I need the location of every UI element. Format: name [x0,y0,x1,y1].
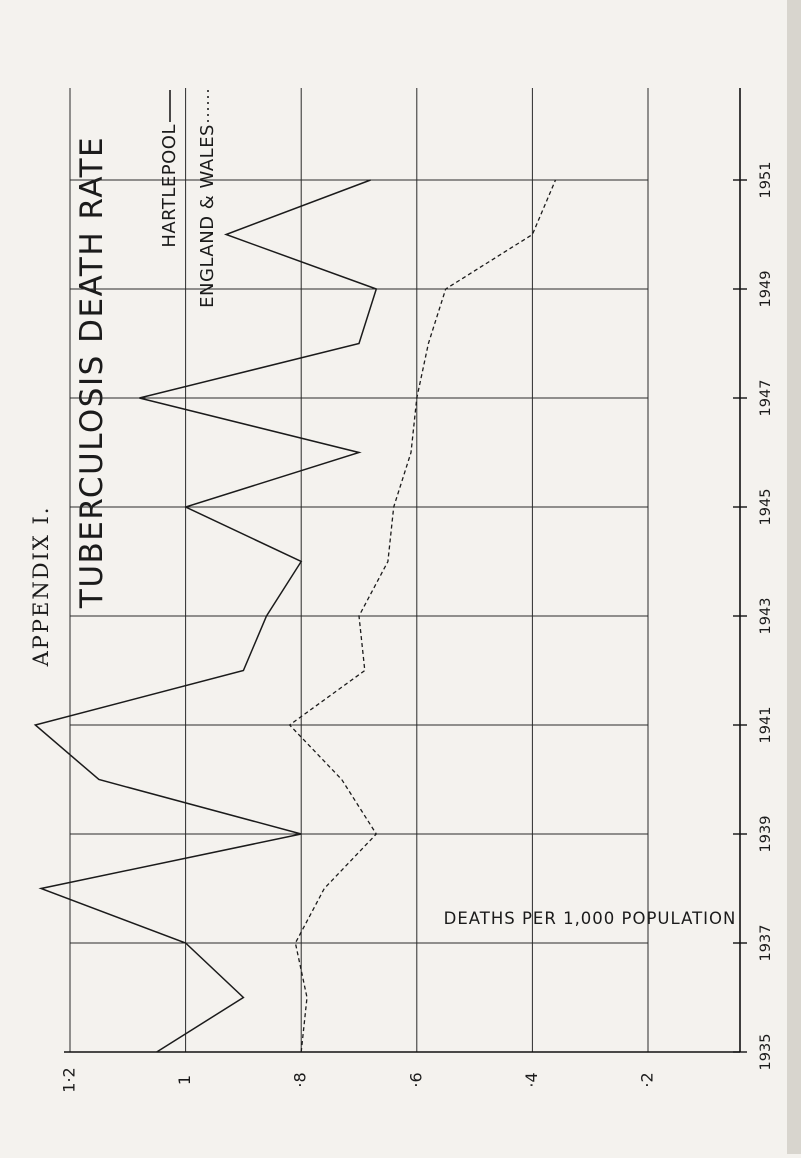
legend: HARTLEPOOL ENGLAND & WALES [159,90,218,308]
y-tick-label: 1·2 [60,1067,79,1092]
appendix-label: APPENDIX I. [29,506,53,668]
x-tick-label: 1941 [758,707,774,744]
x-tick-label: 1947 [758,380,774,417]
x-tick-labels: 1935 1937 1939 1941 1943 1945 1947 1949 1951 [733,162,774,1071]
y-tick-label: ·6 [406,1072,425,1087]
legend-label: HARTLEPOOL [159,124,180,248]
x-tick-label: 1943 [758,598,774,635]
page-edge-strip [787,0,801,1154]
series-line-1 [288,179,557,1053]
x-tick-label: 1949 [758,271,774,308]
y-tick-label: ·8 [291,1072,310,1087]
y-axis-label: DEATHS PER 1,000 POPULATION [444,909,737,928]
chart-title: TUBERCULOSIS DEATH RATE [74,136,110,609]
x-tick-label: 1937 [758,925,774,962]
y-tick-labels: 1·2 1 ·8 ·6 ·4 ·2 [60,1067,657,1092]
x-tick-label: 1939 [758,816,774,853]
grid [64,88,741,1053]
series-line-0 [33,179,378,1053]
y-tick-label: 1 [175,1075,194,1085]
series-layer [33,179,557,1053]
x-tick-label: 1935 [758,1034,774,1071]
y-tick-label: ·2 [638,1072,657,1087]
x-tick-label: 1951 [758,162,774,199]
x-tick-label: 1945 [758,489,774,526]
y-tick-label: ·4 [522,1072,541,1087]
legend-label: ENGLAND & WALES [197,124,218,308]
